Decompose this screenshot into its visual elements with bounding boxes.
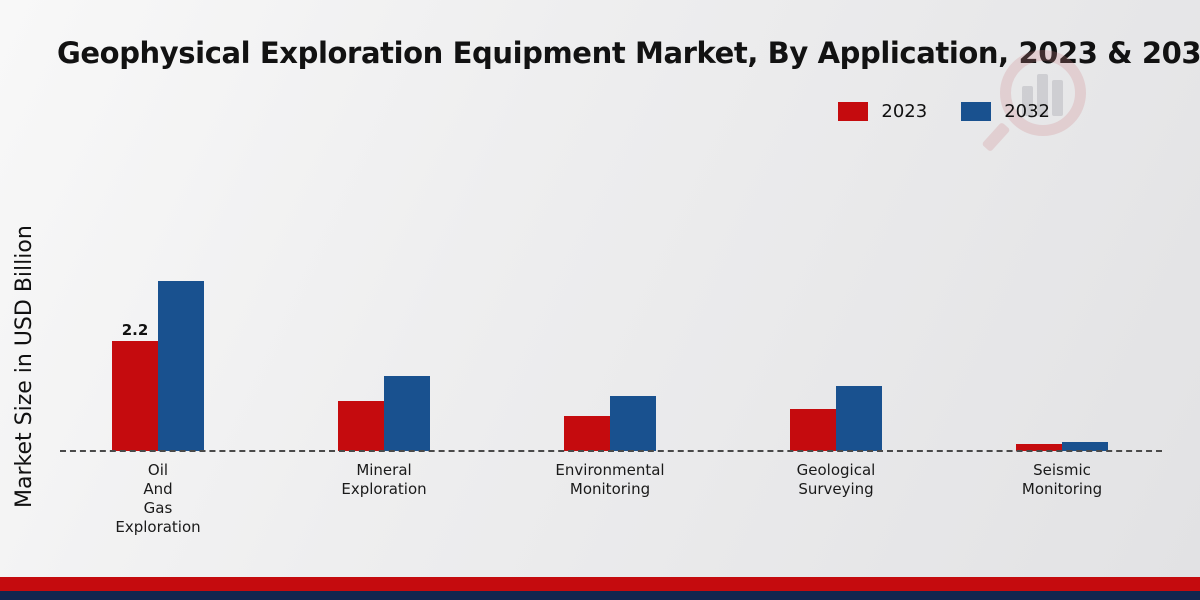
bar-2032-mineral-exploration [384,376,430,451]
category-label: Geological Surveying [796,461,876,498]
bar-2023-seismic-monitoring [1016,443,1062,451]
bar-group-oil-and-gas-exploration: 2.2 Oil And Gas Exploration [45,0,271,536]
bar-2032-oil-and-gas-exploration [158,281,204,451]
watermark-logo [981,50,1096,154]
footer-red-strip [0,577,1200,591]
bar-pair [1016,442,1108,451]
bar-pair: 2.2 [112,281,204,451]
legend-label-2023: 2023 [881,101,928,122]
bar-2023-mineral-exploration [338,401,384,451]
x-axis-baseline [60,450,1162,452]
watermark-bar-icon [1052,80,1063,116]
category-label: Oil And Gas Exploration [115,461,201,536]
bar-pair [338,376,430,451]
bar-2023-environmental-monitoring [564,416,610,451]
footer-navy-strip [0,591,1200,600]
bar-value-label: 2.2 [121,321,149,339]
bar-group-seismic-monitoring: Seismic Monitoring [949,0,1175,498]
watermark-bar-icon [1022,86,1033,116]
bar-group-mineral-exploration: Mineral Exploration [271,0,497,498]
category-label: Seismic Monitoring [1021,461,1103,498]
legend-label-2032: 2032 [1004,101,1050,122]
plot-area: 2.2 Oil And Gas Exploration Mineral Exploratio… [45,0,1175,536]
bar-2023-oil-and-gas-exploration: 2.2 [112,321,158,451]
legend: 2023 2032 [838,101,1050,122]
watermark-ring [1000,50,1086,136]
category-label: Mineral Exploration [341,461,427,498]
legend-item-2032: 2032 [961,101,1050,122]
bar-pair [564,396,656,451]
bar-group-geological-surveying: Geological Surveying [723,0,949,498]
bar-2032-seismic-monitoring [1062,442,1108,451]
bar-group-environmental-monitoring: Environmental Monitoring [497,0,723,498]
legend-item-2023: 2023 [838,101,927,122]
watermark-bar-icon [1037,74,1048,116]
bar-pair [790,386,882,451]
category-label: Environmental Monitoring [555,461,665,498]
bar-2032-geological-surveying [836,386,882,451]
bar-2023-geological-surveying [790,408,836,451]
legend-swatch-2023 [838,102,869,121]
legend-swatch-2032 [961,102,992,121]
bar-2032-environmental-monitoring [610,396,656,451]
